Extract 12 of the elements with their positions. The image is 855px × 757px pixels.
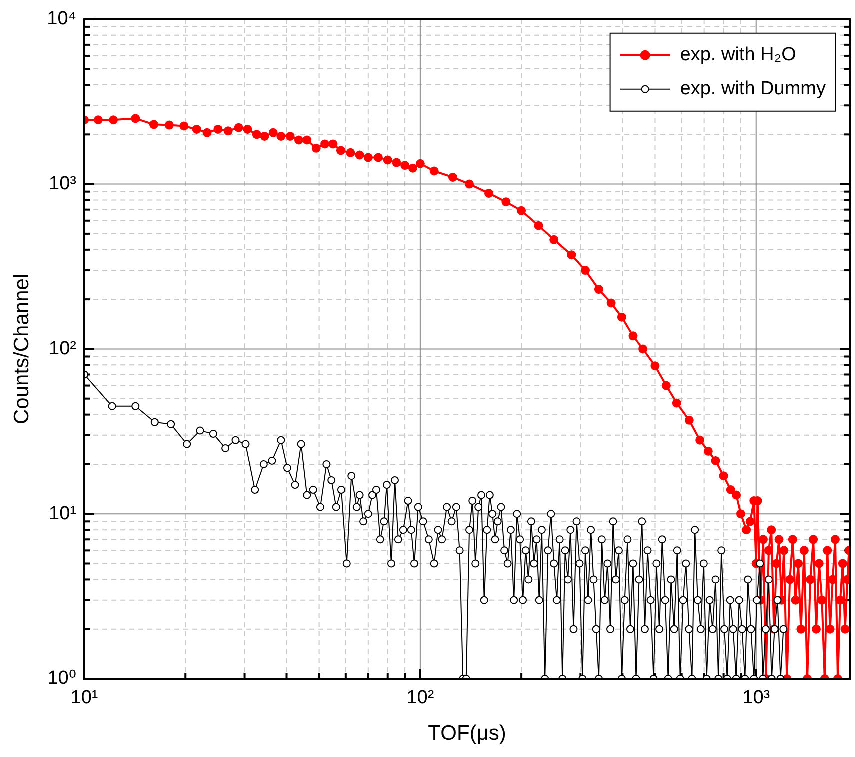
x-tick-label: 10³ [742, 688, 770, 709]
x-tick-label: 10² [406, 688, 434, 709]
legend-label: exp. with Dummy [680, 78, 826, 100]
y-tick-label: 10² [49, 338, 76, 360]
y-tick-label: 10¹ [49, 503, 76, 524]
y-axis-title: Counts/Channel [10, 274, 34, 425]
x-tick-label: 10¹ [70, 688, 98, 709]
y-tick-label: 10⁰ [48, 668, 76, 690]
x-axis-title: TOF(μs) [428, 722, 506, 746]
y-tick-label: 10³ [49, 174, 76, 195]
y-tick-label: 10⁴ [47, 8, 76, 30]
legend-label: exp. with H₂O [680, 44, 796, 66]
